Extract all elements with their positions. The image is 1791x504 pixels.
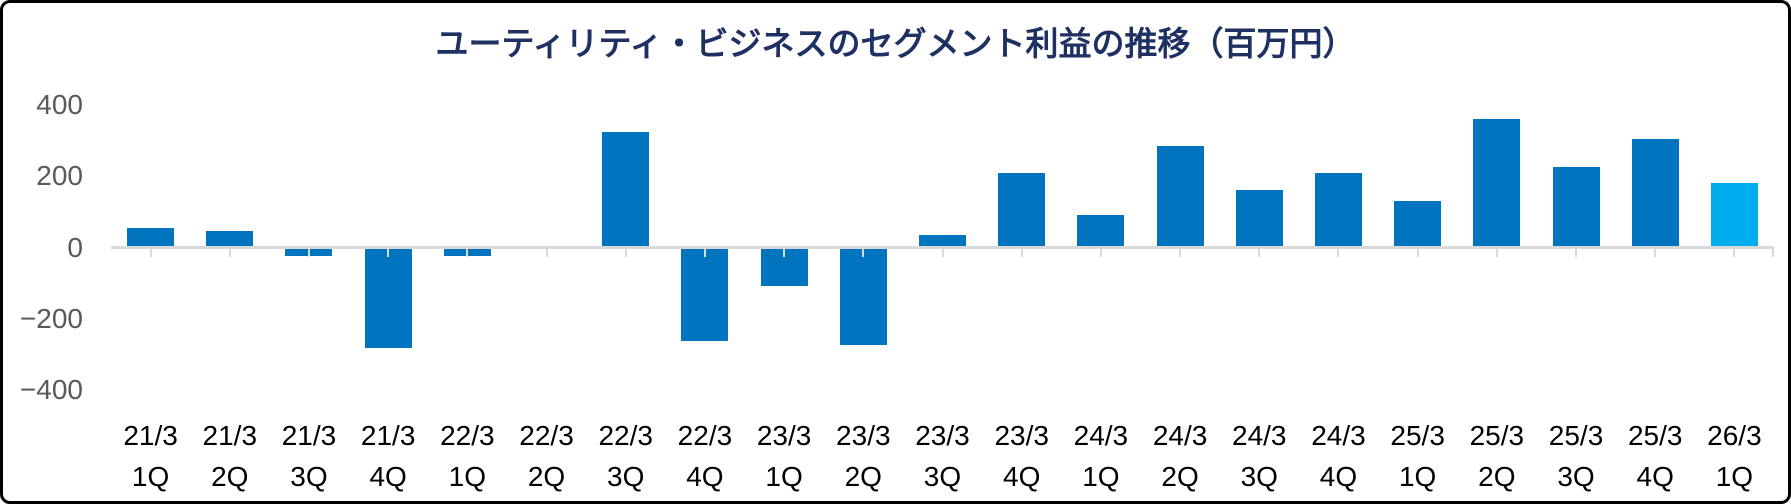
x-axis-label-quarter: 3Q — [923, 461, 962, 492]
bar-21-3-4Q — [364, 248, 412, 349]
axis-tick — [624, 249, 627, 257]
x-axis-label-year: 24/3 — [1311, 420, 1366, 451]
bar-23-3-3Q — [919, 235, 966, 248]
x-axis-label-quarter: 2Q — [844, 461, 882, 492]
x-axis-label-year: 23/3 — [756, 420, 812, 451]
x-axis-label-year: 22/3 — [598, 420, 653, 451]
x-axis-label-year: 22/3 — [677, 420, 733, 451]
y-axis-label: 400 — [36, 88, 83, 120]
x-axis-label-year: 25/3 — [1469, 420, 1525, 451]
chart-title: ユーティリティ・ビジネスのセグメント利益の推移（百万円） — [435, 25, 1356, 62]
axis-tick — [1495, 249, 1498, 257]
axis-tick — [1575, 249, 1578, 257]
x-axis-label-year: 24/3 — [1232, 420, 1287, 451]
x-axis-label-quarter: 1Q — [1715, 461, 1754, 492]
axis-tick — [149, 249, 152, 257]
x-axis-label-quarter: 1Q — [765, 461, 803, 492]
bar-25-3-2Q — [1473, 119, 1521, 248]
x-axis-label-year: 23/3 — [915, 420, 970, 451]
x-axis-label-quarter: 1Q — [1082, 461, 1120, 492]
x-axis-label-quarter: 4Q — [1636, 461, 1674, 492]
axis-tick — [1020, 249, 1023, 257]
x-axis-label-quarter: 2Q — [1161, 461, 1199, 492]
axis-tick — [1258, 249, 1261, 257]
bar-22-3-3Q — [602, 131, 650, 248]
x-axis-label-quarter: 4Q — [1319, 461, 1358, 492]
x-axis-label-quarter: 1Q — [1398, 461, 1437, 492]
axis-tick — [703, 249, 706, 257]
x-axis-label-year: 26/3 — [1707, 420, 1762, 451]
x-axis-label-year: 21/3 — [123, 420, 178, 451]
x-axis-label-year: 25/3 — [1548, 420, 1604, 451]
bar-25-3-3Q — [1552, 167, 1600, 248]
bar-23-3-4Q — [998, 172, 1046, 248]
x-axis-label-quarter: 2Q — [211, 461, 249, 492]
y-axis-label: −400 — [19, 374, 83, 406]
axis-tick — [1337, 249, 1340, 257]
x-axis-line — [111, 246, 1774, 249]
axis-tick — [783, 249, 786, 257]
x-axis-label-year: 23/3 — [836, 420, 891, 451]
bar-24-3-2Q — [1156, 145, 1204, 248]
x-axis-label-quarter: 1Q — [448, 461, 487, 492]
x-axis-label-quarter: 3Q — [1557, 461, 1595, 492]
x-axis-label-quarter: 3Q — [607, 461, 645, 492]
x-axis-label-year: 21/3 — [281, 420, 337, 451]
y-axis-label: 200 — [36, 160, 83, 192]
bar-23-3-2Q — [839, 248, 887, 345]
axis-tick — [1733, 249, 1736, 257]
bar-24-3-1Q — [1077, 215, 1125, 248]
x-axis-label-year: 21/3 — [360, 420, 416, 451]
bar-22-3-4Q — [681, 248, 729, 342]
x-axis-label-quarter: 3Q — [290, 461, 328, 492]
axis-tick — [228, 249, 231, 257]
bar-24-3-3Q — [1235, 190, 1283, 248]
x-axis-label-quarter: 3Q — [1240, 461, 1278, 492]
x-axis-label-year: 25/3 — [1390, 420, 1445, 451]
x-axis-label-quarter: 2Q — [1478, 461, 1516, 492]
axis-tick — [941, 249, 944, 257]
axis-tick — [862, 249, 865, 257]
axis-tick — [307, 249, 310, 257]
y-axis-label: −200 — [19, 302, 83, 334]
x-axis-label-quarter: 4Q — [686, 461, 724, 492]
x-axis-label-year: 21/3 — [202, 420, 258, 451]
x-axis-label-year: 24/3 — [1152, 420, 1208, 451]
x-axis-label-year: 22/3 — [440, 420, 495, 451]
axis-tick — [1099, 249, 1102, 257]
x-axis-label-year: 23/3 — [994, 420, 1049, 451]
y-axis-label: 0 — [67, 231, 83, 263]
x-axis-label-quarter: 1Q — [131, 461, 170, 492]
x-axis-label-quarter: 4Q — [369, 461, 407, 492]
x-axis-label-year: 24/3 — [1073, 420, 1129, 451]
axis-end-tick — [1772, 249, 1774, 257]
bar-21-3-2Q — [206, 231, 254, 248]
bar-25-3-1Q — [1394, 201, 1442, 248]
axis-tick — [1654, 249, 1657, 257]
x-axis-label-year: 22/3 — [519, 420, 574, 451]
bar-21-3-1Q — [127, 227, 175, 248]
axis-tick — [387, 249, 390, 257]
bar-25-3-4Q — [1631, 138, 1679, 248]
axis-tick — [545, 249, 548, 257]
x-axis-label-year: 25/3 — [1627, 420, 1683, 451]
x-axis-label-quarter: 4Q — [1003, 461, 1041, 492]
bar-26-3-1Q — [1710, 183, 1758, 248]
axis-tick — [466, 249, 469, 257]
axis-tick — [1416, 249, 1419, 257]
x-axis-label-quarter: 2Q — [527, 461, 566, 492]
bar-24-3-4Q — [1314, 172, 1362, 248]
axis-tick — [1179, 249, 1182, 257]
